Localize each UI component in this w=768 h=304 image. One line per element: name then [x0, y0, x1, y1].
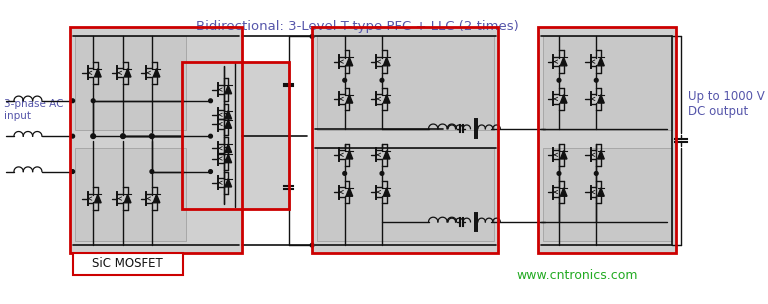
- Circle shape: [209, 170, 213, 173]
- Polygon shape: [225, 85, 232, 94]
- Bar: [312, 27, 498, 253]
- Bar: [182, 62, 289, 209]
- Polygon shape: [346, 57, 353, 66]
- Bar: [73, 253, 183, 275]
- Circle shape: [380, 78, 384, 82]
- Bar: [538, 27, 677, 253]
- Circle shape: [594, 78, 598, 82]
- Circle shape: [91, 99, 95, 103]
- Circle shape: [121, 134, 125, 138]
- Bar: [538, 27, 677, 253]
- Bar: [74, 36, 187, 130]
- Polygon shape: [346, 150, 353, 159]
- Circle shape: [557, 171, 561, 175]
- Circle shape: [310, 243, 314, 247]
- Polygon shape: [561, 188, 567, 196]
- Text: www.cntronics.com: www.cntronics.com: [517, 269, 638, 282]
- Polygon shape: [94, 194, 101, 203]
- Polygon shape: [346, 95, 353, 103]
- Text: input: input: [4, 111, 31, 121]
- Bar: [543, 148, 672, 241]
- Text: Bidirectional: 3-Level T-type PFC + LLC (2 times): Bidirectional: 3-Level T-type PFC + LLC …: [197, 20, 519, 33]
- Bar: [70, 27, 242, 253]
- Circle shape: [209, 99, 213, 103]
- Text: DC output: DC output: [688, 105, 749, 118]
- Bar: [74, 148, 187, 241]
- Polygon shape: [124, 194, 131, 203]
- Circle shape: [343, 171, 346, 175]
- Circle shape: [71, 134, 74, 138]
- Circle shape: [150, 170, 154, 173]
- Bar: [312, 27, 498, 253]
- Polygon shape: [225, 178, 232, 187]
- Circle shape: [71, 99, 74, 103]
- Polygon shape: [598, 188, 604, 196]
- Circle shape: [380, 171, 384, 175]
- Polygon shape: [561, 150, 567, 159]
- Circle shape: [121, 134, 125, 139]
- Polygon shape: [124, 69, 131, 77]
- Polygon shape: [383, 188, 390, 196]
- Polygon shape: [225, 144, 232, 153]
- Polygon shape: [383, 57, 390, 66]
- Circle shape: [343, 78, 346, 82]
- Circle shape: [91, 134, 95, 139]
- Bar: [316, 148, 494, 241]
- Polygon shape: [225, 120, 232, 128]
- Polygon shape: [383, 95, 390, 103]
- Bar: [70, 27, 242, 253]
- Circle shape: [310, 35, 314, 38]
- Polygon shape: [598, 57, 604, 66]
- Polygon shape: [225, 111, 232, 119]
- Polygon shape: [561, 95, 567, 103]
- Polygon shape: [598, 95, 604, 103]
- Polygon shape: [225, 154, 232, 163]
- Bar: [543, 36, 672, 130]
- Polygon shape: [153, 194, 160, 203]
- Circle shape: [150, 134, 154, 139]
- Bar: [316, 36, 494, 130]
- Polygon shape: [598, 150, 604, 159]
- Text: 3-phase AC: 3-phase AC: [4, 98, 63, 109]
- Text: Up to 1000 V: Up to 1000 V: [688, 90, 765, 103]
- Polygon shape: [153, 69, 160, 77]
- Circle shape: [209, 134, 213, 138]
- Polygon shape: [94, 69, 101, 77]
- Circle shape: [557, 78, 561, 82]
- Polygon shape: [346, 188, 353, 196]
- Text: SiC MOSFET: SiC MOSFET: [92, 257, 163, 270]
- Bar: [182, 62, 289, 209]
- Polygon shape: [561, 57, 567, 66]
- Circle shape: [594, 171, 598, 175]
- Circle shape: [71, 170, 74, 173]
- Polygon shape: [383, 150, 390, 159]
